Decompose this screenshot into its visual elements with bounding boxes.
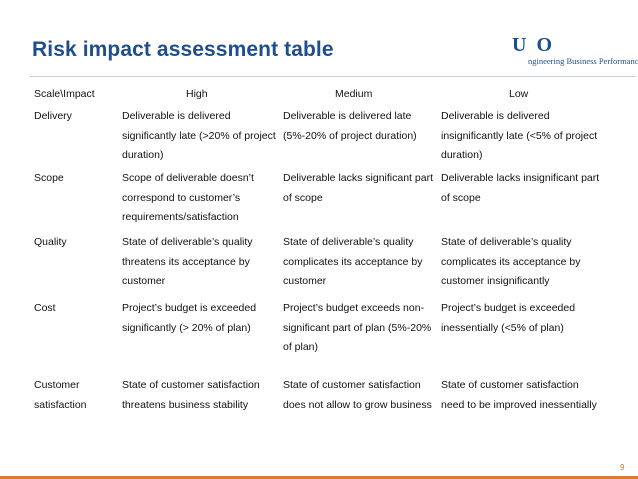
- cell-low: State of customer satisfaction need to b…: [441, 379, 597, 411]
- page-title: Risk impact assessment table: [32, 38, 334, 61]
- cell-low: Deliverable lacks insignificant part of …: [441, 172, 600, 204]
- company-logo: U O ngineering Business Performance: [512, 34, 638, 74]
- row-label: Delivery: [34, 110, 72, 122]
- row-label: Scope: [34, 172, 64, 184]
- row-label: Cost: [34, 302, 56, 314]
- header-low: Low: [509, 88, 529, 100]
- table-header: Scale\Impact High Medium Low: [0, 88, 638, 106]
- header-medium: Medium: [335, 88, 373, 100]
- row-label: Customer satisfaction: [34, 379, 87, 411]
- cell-high: State of deliverable’s quality threatens…: [122, 236, 253, 287]
- header-scale-impact: Scale\Impact: [34, 88, 95, 100]
- cell-medium: Deliverable lacks significant part of sc…: [283, 172, 433, 204]
- cell-high: State of customer satisfaction threatens…: [122, 379, 260, 411]
- cell-medium: State of customer satisfaction does not …: [283, 379, 432, 411]
- logo-tagline: ngineering Business Performance: [528, 56, 638, 66]
- cell-low: Deliverable is delivered insignificantly…: [441, 110, 598, 161]
- cell-high: Project’s budget is exceeded significant…: [122, 302, 257, 334]
- footer-accent-bar: [0, 476, 638, 479]
- cell-low: Project’s budget is exceeded inessential…: [441, 302, 576, 334]
- cell-high: Deliverable is delivered significantly l…: [122, 110, 276, 161]
- logo-mark: U O: [512, 34, 552, 56]
- page-number: 9: [620, 463, 625, 472]
- cell-medium: Deliverable is delivered late (5%-20% of…: [283, 110, 417, 142]
- cell-low: State of deliverable’s quality complicat…: [441, 236, 581, 287]
- row-label: Quality: [34, 236, 67, 248]
- title-divider: [30, 76, 636, 77]
- cell-medium: State of deliverable’s quality complicat…: [283, 236, 423, 287]
- cell-high: Scope of deliverable doesn’t correspond …: [122, 172, 254, 223]
- cell-medium: Project’s budget exceeds non-significant…: [283, 302, 432, 353]
- header-high: High: [186, 88, 208, 100]
